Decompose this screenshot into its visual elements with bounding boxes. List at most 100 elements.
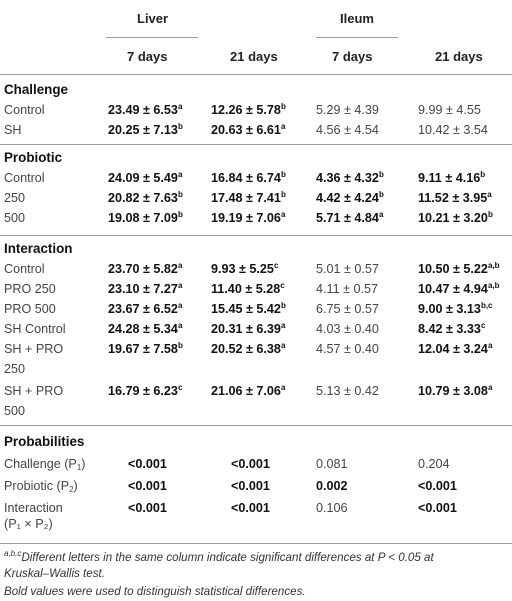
cell-value: 19.08 ± 7.09 [108, 211, 178, 225]
significance-letter: a [177, 261, 183, 270]
cell-value: 24.28 ± 5.34 [108, 322, 178, 336]
table-cell: 24.28 ± 5.34a [108, 322, 182, 337]
probability-value: 0.002 [316, 479, 348, 493]
liver-underline [106, 37, 198, 38]
probability-value: 0.204 [418, 457, 450, 471]
header-liver-7-days: 7 days [127, 49, 168, 64]
cell-value: 20.82 ± 7.63 [108, 191, 178, 205]
row-label: Control [4, 103, 45, 117]
table-cell: 5.01 ± 0.57 [316, 262, 379, 277]
table-cell: 10.42 ± 3.54 [418, 123, 488, 138]
cell-value: 5.29 ± 4.39 [316, 103, 379, 117]
table-bottom-rule [0, 543, 512, 544]
significance-letter: b [378, 190, 384, 199]
cell-value: 10.47 ± 4.94 [418, 282, 488, 296]
significance-letter: a [280, 383, 286, 392]
table-cell: 5.29 ± 4.39 [316, 103, 379, 118]
table-cell: 19.67 ± 7.58b [108, 342, 183, 357]
significance-letter: b [280, 190, 286, 199]
section-rule [0, 235, 512, 236]
significance-letter: a [280, 341, 286, 350]
significance-letter: a [280, 210, 286, 219]
probability-value: <0.001 [231, 479, 270, 493]
cell-value: 5.71 ± 4.84 [316, 211, 379, 225]
cell-value: 4.03 ± 0.40 [316, 322, 379, 336]
row-label: SH + PRO [4, 342, 64, 356]
cell-value: 9.99 ± 4.55 [418, 103, 481, 117]
cell-value: 16.79 ± 6.23 [108, 384, 178, 398]
table-cell: 23.10 ± 7.27a [108, 282, 182, 297]
probability-value: <0.001 [128, 457, 167, 471]
cell-value: 21.06 ± 7.06 [211, 384, 281, 398]
table-cell: 9.11 ± 4.16b [418, 171, 485, 186]
table-cell: 15.45 ± 5.42b [211, 302, 286, 317]
table-cell: 11.40 ± 5.28c [211, 282, 285, 297]
footnote-significance: a,b,cDifferent letters in the same colum… [4, 549, 434, 565]
row-label: SH Control [4, 322, 66, 336]
cell-value: 10.50 ± 5.22 [418, 262, 488, 276]
significance-letter: a,b [487, 281, 500, 290]
row-label-challenge-p: Challenge (P1) [4, 457, 86, 472]
cell-value: 23.70 ± 5.82 [108, 262, 178, 276]
row-label: Control [4, 171, 45, 185]
significance-letter: a [487, 383, 493, 392]
significance-letter: b [280, 301, 286, 310]
cell-value: 23.49 ± 6.53 [108, 103, 178, 117]
table-cell: 10.79 ± 3.08a [418, 384, 492, 399]
table-cell: 21.06 ± 7.06a [211, 384, 285, 399]
row-label: 250 [4, 191, 26, 205]
header-ileum: Ileum [340, 11, 374, 26]
table-cell: 20.31 ± 6.39a [211, 322, 285, 337]
significance-letter: a [487, 190, 492, 199]
cell-value: 8.42 ± 3.33 [418, 322, 481, 336]
header-liver: Liver [137, 11, 169, 26]
table-cell: 20.25 ± 7.13b [108, 123, 183, 138]
table-cell: 16.79 ± 6.23c [108, 384, 182, 399]
cell-value: 4.42 ± 4.24 [316, 191, 379, 205]
cell-value: 19.67 ± 7.58 [108, 342, 178, 356]
table-cell: 5.13 ± 0.42 [316, 384, 379, 399]
cell-value: 17.48 ± 7.41 [211, 191, 281, 205]
significance-letter: b [378, 170, 384, 179]
cell-value: 5.13 ± 0.42 [316, 384, 379, 398]
cell-value: 9.93 ± 5.25 [211, 262, 274, 276]
significance-letter: b [280, 102, 286, 111]
cell-value: 9.00 ± 3.13 [418, 302, 481, 316]
table-cell: 17.48 ± 7.41b [211, 191, 286, 206]
probability-value: <0.001 [128, 501, 167, 515]
row-label: 500 [4, 211, 26, 225]
row-label-probiotic-p: Probiotic (P2) [4, 479, 78, 494]
table-cell: 10.50 ± 5.22a,b [418, 262, 500, 277]
table-cell: 5.71 ± 4.84a [316, 211, 383, 226]
section-title-probabilities: Probabilities [4, 434, 85, 449]
significance-letter: a [177, 301, 183, 310]
probability-value: <0.001 [231, 457, 270, 471]
table-cell: 12.26 ± 5.78b [211, 103, 286, 118]
cell-value: 10.42 ± 3.54 [418, 123, 488, 137]
row-label: SH [4, 123, 22, 137]
header-ileum-21-days: 21 days [435, 49, 483, 64]
section-rule [0, 144, 512, 145]
table-cell: 9.00 ± 3.13b,c [418, 302, 493, 317]
table-cell: 12.04 ± 3.24a [418, 342, 492, 357]
significance-letter: b [177, 341, 183, 350]
cell-value: 20.25 ± 7.13 [108, 123, 178, 137]
significance-letter: a [177, 102, 183, 111]
cell-value: 11.40 ± 5.28 [211, 282, 281, 296]
cell-value: 15.45 ± 5.42 [211, 302, 281, 316]
cell-value: 4.36 ± 4.32 [316, 171, 379, 185]
table-cell: 11.52 ± 3.95a [418, 191, 492, 206]
row-label-interaction-p-formula: (P₁ × P₂) [4, 517, 53, 531]
significance-letter: a [280, 321, 286, 330]
probability-value: <0.001 [418, 479, 457, 493]
significance-letter: a [177, 281, 183, 290]
cell-value: 10.79 ± 3.08 [418, 384, 488, 398]
header-rule [0, 74, 512, 75]
row-label: Control [4, 262, 45, 276]
cell-value: 20.63 ± 6.61 [211, 123, 281, 137]
table-cell: 19.08 ± 7.09b [108, 211, 183, 226]
cell-value: 12.26 ± 5.78 [211, 103, 281, 117]
row-label: PRO 250 [4, 282, 56, 296]
significance-letter: a [177, 321, 183, 330]
significance-letter: b [280, 170, 286, 179]
